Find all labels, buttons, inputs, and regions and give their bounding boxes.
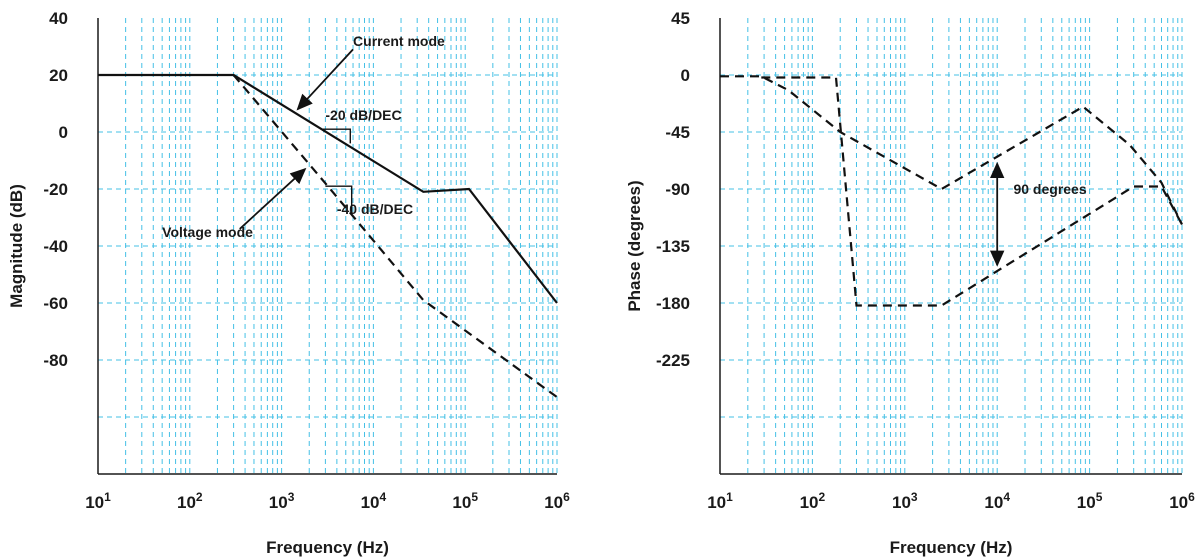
annotation-label: Current mode bbox=[353, 33, 445, 49]
y-tick-label: -225 bbox=[656, 351, 690, 370]
annotation-label: Voltage mode bbox=[162, 224, 253, 240]
y-tick-label: -180 bbox=[656, 294, 690, 313]
x-tick-label: 101 bbox=[85, 490, 111, 512]
x-tick-label: 102 bbox=[800, 490, 826, 512]
phase-chart: 45 0 -45 -90 -135 -180 -225 101 102 103 104 105 106 F… bbox=[625, 9, 1195, 557]
annotation-label: -20 dB/DEC bbox=[325, 107, 401, 123]
x-tick-label: 104 bbox=[984, 490, 1010, 512]
x-tick-label: 105 bbox=[452, 490, 478, 512]
y-tick-label: -20 bbox=[43, 180, 68, 199]
current-mode-pointer bbox=[296, 48, 354, 111]
x-axis-label: Frequency (Hz) bbox=[266, 538, 389, 557]
x-tick-label: 106 bbox=[1169, 490, 1195, 512]
x-tick-label: 104 bbox=[361, 490, 387, 512]
x-tick-label: 101 bbox=[707, 490, 733, 512]
y-tick-label: -45 bbox=[665, 123, 690, 142]
x-tick-label: 103 bbox=[269, 490, 295, 512]
y-tick-label: -80 bbox=[43, 351, 68, 370]
slope-marker-40db bbox=[325, 185, 353, 215]
y-axis-label: Phase (degrees) bbox=[625, 180, 644, 311]
y-axis-label: Magnitude (dB) bbox=[7, 184, 26, 308]
series-line-current-mode bbox=[720, 75, 1183, 225]
x-tick-label: 102 bbox=[177, 490, 203, 512]
magnitude-chart: 40 20 0 -20 -40 -60 -80 101 102 103 104 105 106 Frequ… bbox=[7, 9, 570, 557]
annotation-label: -40 dB/DEC bbox=[337, 201, 413, 217]
voltage-mode-pointer bbox=[239, 167, 307, 230]
y-tick-label: -40 bbox=[43, 237, 68, 256]
y-tick-label: 0 bbox=[59, 123, 68, 142]
annotation-label: 90 degrees bbox=[1013, 181, 1086, 197]
slope-marker-20db bbox=[322, 128, 351, 144]
x-tick-label: 105 bbox=[1077, 490, 1103, 512]
x-axis-label: Frequency (Hz) bbox=[890, 538, 1013, 557]
y-tick-label: 40 bbox=[49, 9, 68, 28]
y-tick-label: 20 bbox=[49, 66, 68, 85]
y-tick-label: -90 bbox=[665, 180, 690, 199]
x-tick-label: 103 bbox=[892, 490, 918, 512]
y-tick-label: -135 bbox=[656, 237, 690, 256]
series-line-voltage-mode bbox=[761, 76, 1183, 307]
y-tick-label: 45 bbox=[671, 9, 690, 28]
series-line-voltage-mode bbox=[232, 74, 558, 398]
y-tick-label: -60 bbox=[43, 294, 68, 313]
series-line-current-mode bbox=[98, 73, 558, 304]
x-tick-label: 106 bbox=[544, 490, 570, 512]
y-tick-label: 0 bbox=[681, 66, 690, 85]
